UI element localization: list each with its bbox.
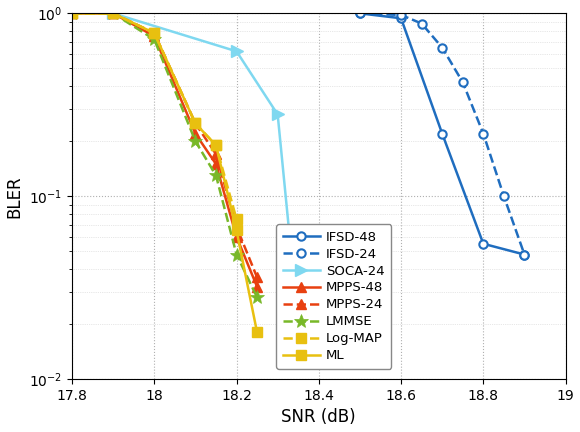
Line: ML: ML	[67, 9, 262, 337]
IFSD-24	[501, 194, 508, 199]
MPPS-48	[110, 11, 117, 16]
IFSD-48	[397, 16, 404, 21]
MPPS-48	[253, 284, 260, 289]
Log-MAP	[192, 121, 199, 126]
Log-MAP	[233, 216, 240, 222]
Line: MPPS-24: MPPS-24	[67, 9, 262, 282]
IFSD-48	[480, 241, 487, 246]
IFSD-48	[438, 131, 445, 136]
MPPS-48	[212, 162, 219, 167]
X-axis label: SNR (dB): SNR (dB)	[281, 408, 356, 426]
Log-MAP	[68, 11, 75, 16]
LMMSE	[253, 295, 260, 300]
MPPS-24	[233, 224, 240, 229]
IFSD-48	[357, 11, 364, 16]
IFSD-24	[357, 11, 364, 16]
IFSD-24	[459, 79, 466, 85]
LMMSE	[68, 11, 75, 16]
Log-MAP	[151, 31, 158, 36]
LMMSE	[110, 11, 117, 16]
IFSD-24	[521, 252, 528, 257]
Line: LMMSE: LMMSE	[65, 6, 264, 304]
IFSD-24	[397, 13, 404, 18]
MPPS-24	[68, 11, 75, 16]
Line: IFSD-24: IFSD-24	[356, 9, 528, 259]
Line: IFSD-48: IFSD-48	[356, 9, 528, 259]
LMMSE	[151, 37, 158, 42]
MPPS-48	[233, 234, 240, 239]
ML	[233, 228, 240, 233]
ML	[110, 11, 117, 16]
LMMSE	[192, 139, 199, 144]
Line: Log-MAP: Log-MAP	[67, 9, 241, 224]
ML	[212, 143, 219, 148]
ML	[68, 11, 75, 16]
SOCA-24	[295, 321, 302, 327]
Line: SOCA-24: SOCA-24	[108, 8, 304, 330]
LMMSE	[212, 173, 219, 178]
Log-MAP	[212, 143, 219, 148]
Line: MPPS-48: MPPS-48	[67, 9, 262, 292]
MPPS-48	[151, 34, 158, 39]
MPPS-48	[192, 131, 199, 136]
Y-axis label: BLER: BLER	[6, 175, 24, 218]
ML	[192, 121, 199, 126]
IFSD-24	[418, 21, 425, 26]
Log-MAP	[110, 11, 117, 16]
LMMSE	[233, 252, 240, 257]
ML	[253, 330, 260, 335]
MPPS-48	[68, 11, 75, 16]
ML	[151, 31, 158, 36]
SOCA-24	[274, 112, 281, 117]
SOCA-24	[233, 49, 240, 54]
MPPS-24	[253, 275, 260, 280]
IFSD-48	[521, 252, 528, 257]
MPPS-24	[192, 121, 199, 126]
Legend: IFSD-48, IFSD-24, SOCA-24, MPPS-48, MPPS-24, LMMSE, Log-MAP, ML: IFSD-48, IFSD-24, SOCA-24, MPPS-48, MPPS…	[276, 224, 392, 369]
IFSD-24	[480, 131, 487, 136]
MPPS-24	[151, 31, 158, 36]
MPPS-24	[110, 11, 117, 16]
MPPS-24	[212, 152, 219, 157]
SOCA-24	[110, 11, 117, 16]
IFSD-24	[438, 45, 445, 50]
